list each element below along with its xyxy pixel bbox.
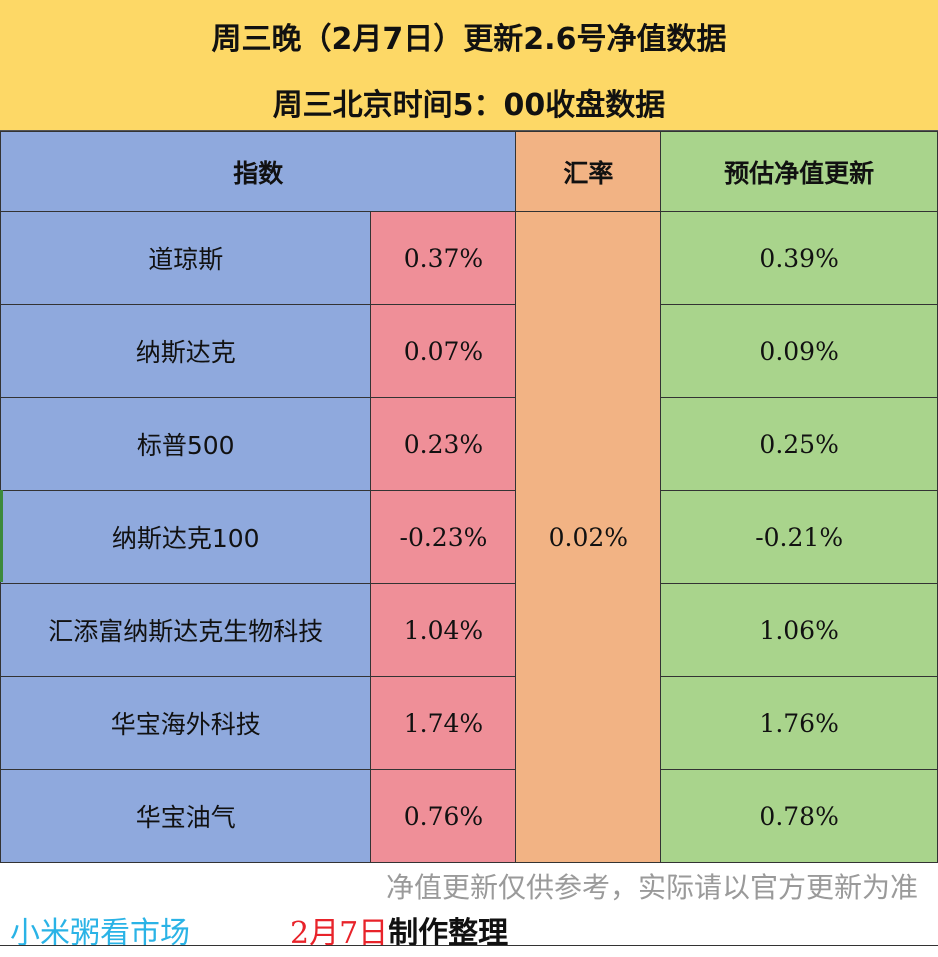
table-row: 华宝油气 0.76% 0.78% (0, 769, 938, 863)
estimate-value: 0.78% (660, 769, 938, 863)
header-estimate: 预估净值更新 (660, 131, 938, 212)
rate-value: 0.02% (515, 211, 662, 863)
table-row: 汇添富纳斯达克生物科技 1.04% 1.06% (0, 583, 938, 677)
title-banner: 周三晚（2月7日）更新2.6号净值数据 周三北京时间5：00收盘数据 (0, 0, 938, 131)
estimate-value: 1.76% (660, 676, 938, 770)
index-name: 华宝油气 (0, 769, 372, 863)
title-line-2: 周三北京时间5：00收盘数据 (272, 88, 666, 123)
index-change: 0.23% (370, 397, 517, 491)
table-row: 道琼斯 0.37% 0.02% 0.39% (0, 211, 938, 863)
title-line-1: 周三晚（2月7日）更新2.6号净值数据 (211, 22, 727, 57)
index-change: 0.07% (370, 304, 517, 398)
index-change: 0.37% (370, 211, 517, 305)
estimate-value: 0.09% (660, 304, 938, 398)
index-change: 1.04% (370, 583, 517, 677)
bottom-divider (0, 945, 938, 946)
table-row: 标普500 0.23% 0.25% (0, 397, 938, 491)
index-name: 标普500 (0, 397, 372, 491)
index-name: 汇添富纳斯达克生物科技 (0, 583, 372, 677)
index-change: 0.76% (370, 769, 517, 863)
disclaimer-text: 净值更新仅供参考，实际请以官方更新为准 (385, 871, 918, 904)
row-selection-marker (0, 490, 3, 582)
header-index: 指数 (0, 131, 517, 212)
index-name: 道琼斯 (0, 211, 372, 305)
index-name: 纳斯达克100 (0, 490, 372, 584)
index-name: 华宝海外科技 (0, 676, 372, 770)
estimate-value: 0.39% (660, 211, 938, 305)
header-rate: 汇率 (515, 131, 662, 212)
index-name: 纳斯达克 (0, 304, 372, 398)
index-change: -0.23% (370, 490, 517, 584)
table-row: 纳斯达克 0.07% 0.09% (0, 304, 938, 398)
nav-estimate-table: 指数 汇率 预估净值更新 道琼斯 0.37% 0.02% 0.39% 纳斯达克 … (0, 131, 938, 863)
estimate-value: 0.25% (660, 397, 938, 491)
table-header-row: 指数 汇率 预估净值更新 (0, 131, 938, 212)
estimate-value: -0.21% (660, 490, 938, 584)
index-change: 1.74% (370, 676, 517, 770)
table-row: 华宝海外科技 1.74% 1.76% (0, 676, 938, 770)
estimate-value: 1.06% (660, 583, 938, 677)
table-row: 纳斯达克100 -0.23% -0.21% (0, 490, 938, 584)
